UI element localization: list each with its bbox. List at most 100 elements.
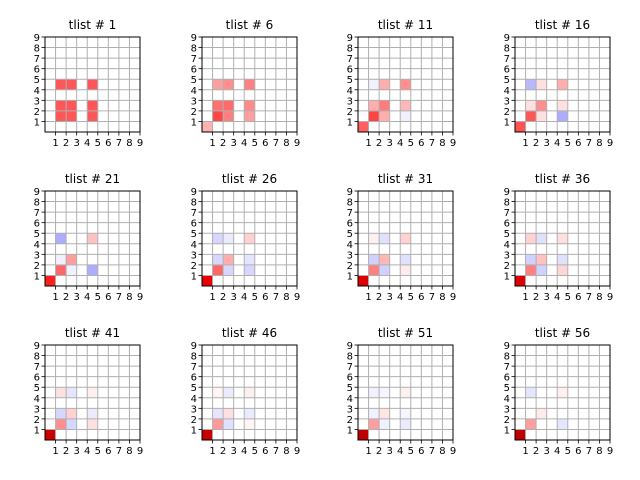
x-tick-label: 9 (450, 292, 456, 303)
x-tick-label: 4 (241, 446, 247, 457)
heatmap-cell (368, 100, 380, 112)
y-tick-label: 7 (504, 362, 510, 373)
y-tick-label: 3 (504, 96, 510, 107)
heatmap-cell (368, 264, 380, 276)
axes-frame (357, 36, 454, 133)
y-tick-label: 9 (34, 187, 40, 198)
x-tick-label: 5 (252, 138, 258, 149)
y-tick-label: 4 (504, 394, 510, 405)
x-tick-label: 3 (230, 138, 236, 149)
y-tick-label: 6 (191, 373, 197, 384)
axes-frame (514, 344, 611, 441)
y-tick-label: 3 (34, 250, 40, 261)
x-tick-label: 7 (273, 292, 279, 303)
heatmap-cell (244, 387, 256, 399)
x-tick-label: 8 (596, 292, 602, 303)
x-tick-label: 2 (220, 138, 226, 149)
heatmap-cell (557, 110, 569, 122)
x-tick-label: 4 (397, 292, 403, 303)
heatmap-cell (55, 408, 67, 420)
y-tick-label: 2 (347, 261, 353, 272)
x-tick-label: 9 (450, 446, 456, 457)
x-tick-label: 8 (596, 138, 602, 149)
x-tick-label: 3 (543, 292, 549, 303)
heatmap-cell (244, 100, 256, 112)
y-tick-label: 1 (34, 117, 40, 128)
x-tick-label: 9 (137, 446, 143, 457)
y-tick-label: 5 (191, 229, 197, 240)
axes-frame (201, 344, 298, 441)
heatmap-cell (400, 408, 412, 420)
x-tick-label: 5 (565, 292, 571, 303)
x-tick-label: 2 (63, 292, 69, 303)
heatmap-cell (212, 79, 224, 91)
heatmap-cell (358, 275, 369, 287)
y-tick-label: 8 (191, 352, 197, 363)
x-tick-label: 4 (241, 292, 247, 303)
x-tick-label: 6 (575, 138, 581, 149)
heatmap-cell (223, 100, 234, 112)
y-tick-label: 3 (347, 404, 353, 415)
heatmap-cell (87, 110, 99, 122)
x-tick-label: 9 (450, 138, 456, 149)
heatmap-cell (55, 233, 67, 245)
heatmap-cell (212, 418, 224, 430)
heatmap-cell (66, 100, 77, 112)
x-tick-label: 9 (607, 138, 613, 149)
heatmap-cell (223, 387, 234, 399)
x-tick-label: 4 (84, 292, 90, 303)
heatmap-cell (202, 429, 213, 441)
heatmap-cell (400, 264, 412, 276)
subplot-title: tlist # 1 (69, 18, 117, 32)
heatmap-cell (400, 100, 412, 112)
heatmap-cell (55, 418, 67, 430)
x-tick-label: 5 (408, 138, 414, 149)
heatmap-cell (536, 233, 547, 245)
heatmap-cell (212, 233, 224, 245)
x-tick-label: 3 (230, 292, 236, 303)
x-tick-label: 1 (365, 138, 371, 149)
axes-frame (201, 190, 298, 287)
y-tick-label: 3 (191, 96, 197, 107)
x-tick-label: 6 (105, 138, 111, 149)
heatmap-cell (55, 79, 67, 91)
x-tick-label: 9 (137, 138, 143, 149)
heatmap-cell (244, 110, 256, 122)
x-tick-label: 8 (126, 138, 132, 149)
heatmap-cell (87, 100, 99, 112)
heatmap-cell (536, 79, 547, 91)
heatmap-cell (379, 387, 390, 399)
y-tick-label: 2 (34, 107, 40, 118)
subplot-title: tlist # 46 (222, 326, 277, 340)
x-tick-label: 8 (596, 446, 602, 457)
y-tick-label: 7 (347, 208, 353, 219)
x-tick-label: 2 (533, 138, 539, 149)
y-tick-label: 8 (191, 198, 197, 209)
heatmap-cell (212, 264, 224, 276)
x-tick-label: 6 (418, 138, 424, 149)
heatmap-cell (358, 121, 369, 133)
heatmap-cell (244, 79, 256, 91)
heatmap-cell (557, 79, 569, 91)
y-tick-label: 8 (347, 198, 353, 209)
y-tick-label: 6 (504, 373, 510, 384)
heatmap-cell (368, 79, 380, 91)
y-tick-label: 4 (34, 86, 40, 97)
heatmap-cell (212, 408, 224, 420)
heatmap-cell (400, 233, 412, 245)
heatmap-cell (379, 100, 390, 112)
axes-frame (514, 36, 611, 133)
x-tick-label: 8 (283, 292, 289, 303)
heatmap-cell (212, 100, 224, 112)
x-tick-label: 9 (607, 446, 613, 457)
heatmap-cell (557, 233, 569, 245)
subplot-title: tlist # 21 (65, 172, 120, 186)
heatmap-cell (87, 408, 99, 420)
x-tick-label: 1 (522, 138, 528, 149)
